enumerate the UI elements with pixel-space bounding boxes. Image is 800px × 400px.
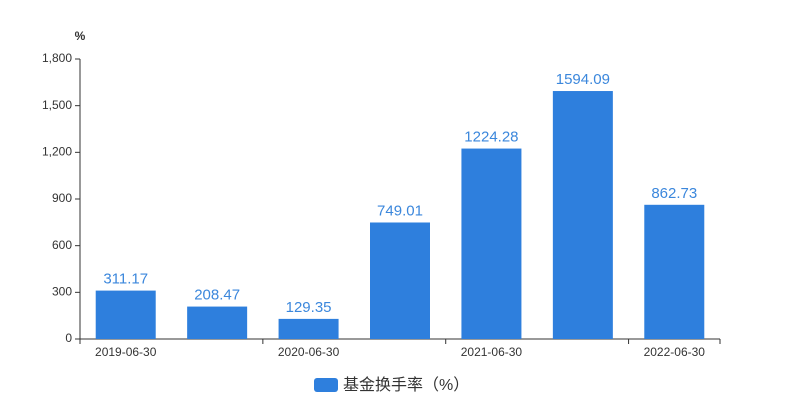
y-tick-label: 900 [52, 191, 72, 205]
legend-swatch [314, 378, 338, 392]
bar [95, 290, 156, 339]
bar [644, 204, 705, 339]
bar [370, 222, 430, 339]
bar [187, 306, 248, 339]
bar [278, 318, 339, 339]
bar [461, 148, 522, 339]
value-label: 749.01 [377, 202, 423, 219]
y-tick-label: 1,500 [42, 98, 72, 112]
x-tick-label: 2021-06-30 [461, 345, 523, 359]
x-tick-label: 2019-06-30 [95, 345, 157, 359]
y-tick-label: 1,800 [42, 51, 72, 65]
y-tick-label: 1,200 [42, 145, 72, 159]
value-label: 1224.28 [464, 129, 518, 146]
bar [552, 91, 613, 339]
y-unit: % [75, 29, 86, 43]
y-tick-label: 0 [65, 331, 72, 345]
value-label: 1594.09 [556, 71, 610, 88]
y-tick-label: 600 [52, 238, 72, 252]
value-label: 129.35 [286, 299, 332, 316]
x-tick-label: 2020-06-30 [278, 345, 340, 359]
value-label: 208.47 [194, 287, 240, 304]
value-label: 311.17 [103, 271, 148, 288]
x-tick-label: 2022-06-30 [644, 345, 706, 359]
y-tick-label: 300 [52, 285, 72, 299]
value-label: 862.73 [651, 185, 697, 202]
legend-label: 基金换手率（%） [343, 376, 469, 394]
